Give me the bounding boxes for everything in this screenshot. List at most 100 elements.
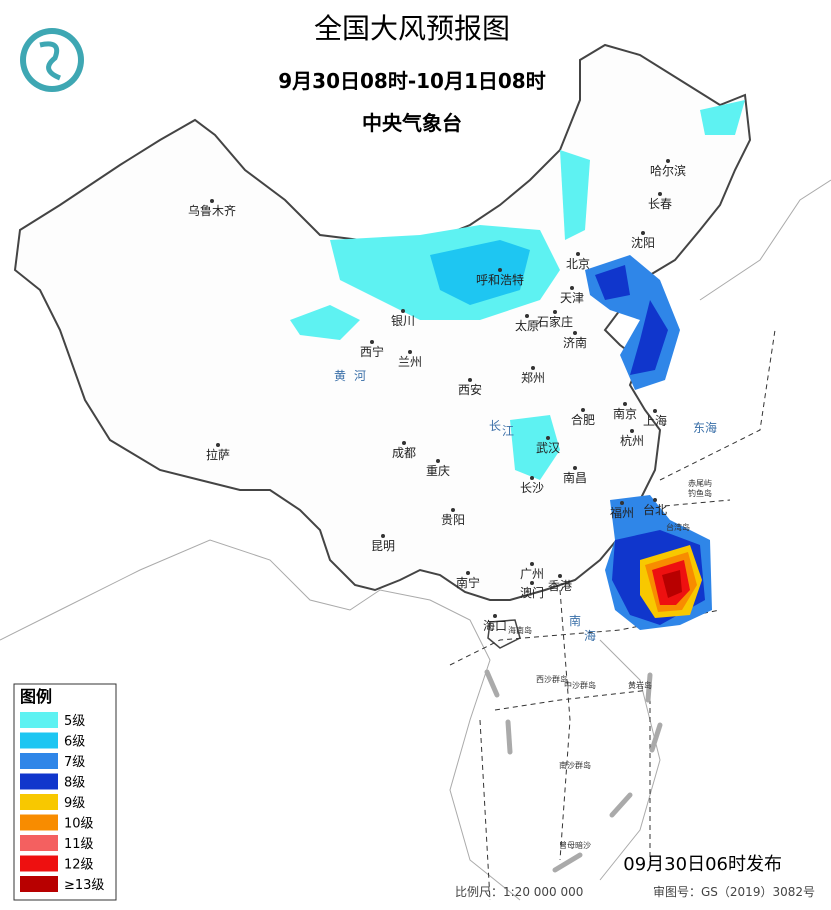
- city-dot: [573, 466, 577, 470]
- city-label: 南宁: [456, 575, 480, 590]
- city-label: 拉萨: [206, 447, 230, 462]
- place-label: 南: [569, 613, 581, 628]
- logo: [20, 28, 84, 92]
- city-dot: [530, 581, 534, 585]
- legend-label: 7级: [64, 755, 85, 770]
- city-dot: [546, 436, 550, 440]
- legend-label: ≥13级: [64, 878, 104, 893]
- legend-label: 12级: [64, 858, 94, 873]
- city-dot: [210, 199, 214, 203]
- city-label: 西安: [458, 382, 482, 397]
- city-dot: [436, 459, 440, 463]
- city-dot: [573, 331, 577, 335]
- place-label: 中沙群岛: [564, 680, 596, 690]
- place-label: 西沙群岛: [536, 674, 568, 684]
- city-label: 银川: [391, 314, 415, 328]
- city-dot: [525, 314, 529, 318]
- legend-swatch: [20, 855, 58, 872]
- scale: 比例尺：1:20 000 000: [455, 885, 583, 899]
- legend-label: 5级: [64, 714, 85, 729]
- legend-label: 6级: [64, 735, 85, 750]
- approval: 审图号：GS（2019）3082号: [653, 884, 815, 899]
- city-label: 广州: [520, 567, 544, 581]
- city-dot: [623, 402, 627, 406]
- city-label: 乌鲁木齐: [188, 203, 236, 218]
- place-label: 黄: [334, 369, 346, 383]
- issuer: 中央气象台: [362, 111, 462, 135]
- city-dot: [451, 508, 455, 512]
- wind-8: [630, 300, 668, 375]
- city-label: 哈尔滨: [650, 163, 686, 178]
- city-dot: [553, 310, 557, 314]
- city-label: 昆明: [371, 539, 395, 553]
- city-dot: [466, 571, 470, 575]
- legend-label: 8级: [64, 776, 85, 791]
- city-dot: [641, 231, 645, 235]
- legend-swatch: [20, 794, 58, 810]
- place-label: 江: [502, 424, 514, 438]
- legend-swatch: [20, 835, 58, 851]
- wind-5: [290, 305, 360, 340]
- city-label: 海口: [483, 618, 507, 633]
- city-dot: [630, 429, 634, 433]
- place-label: 南沙群岛: [559, 760, 591, 770]
- place-label: 黄岩岛: [628, 680, 652, 690]
- city-label: 长沙: [520, 481, 544, 495]
- city-label: 南京: [613, 406, 637, 421]
- place-label: 台湾岛: [666, 522, 690, 532]
- place-label: 长: [489, 419, 501, 433]
- wind-5: [700, 100, 745, 135]
- city-label: 济南: [563, 335, 587, 350]
- wind-13: [662, 570, 682, 598]
- city-dot: [381, 534, 385, 538]
- city-dot: [653, 498, 657, 502]
- legend-label: 11级: [64, 837, 94, 852]
- period: 9月30日08时-10月1日08时: [278, 69, 545, 93]
- city-label: 西宁: [360, 344, 384, 359]
- city-label: 兰州: [398, 355, 422, 369]
- place-label: 东海: [693, 420, 717, 435]
- city-dot: [530, 562, 534, 566]
- city-label: 郑州: [521, 370, 545, 385]
- city-dot: [570, 286, 574, 290]
- city-label: 长春: [648, 197, 672, 211]
- nine-dash: [484, 669, 663, 873]
- wind-6: [430, 240, 530, 305]
- city-dot: [216, 443, 220, 447]
- title: 全国大风预报图: [314, 12, 510, 45]
- wind-5: [510, 415, 560, 480]
- city-label: 武汉: [536, 441, 560, 455]
- legend-swatch: [20, 773, 58, 790]
- city-label: 台北: [643, 502, 667, 517]
- place-label: 海南岛: [508, 625, 532, 635]
- city-label: 石家庄: [537, 314, 573, 329]
- legend-label: 9级: [64, 796, 85, 811]
- wind-8: [595, 265, 630, 300]
- city-dot: [498, 268, 502, 272]
- city-label: 天津: [560, 291, 584, 305]
- place-label: 海: [584, 628, 596, 643]
- places: 东海南海 赤尾屿钓鱼岛台湾岛海南岛西沙群岛中沙群岛 黄岩岛南沙群岛曾母暗沙 长 江 黄河: [334, 369, 717, 850]
- legend-items: 5级 6级 7级 8级 9级 10级 11级 12级 ≥13级: [20, 712, 104, 893]
- city-label: 重庆: [426, 464, 450, 478]
- basemap: [0, 179, 831, 901]
- legend-label: 10级: [64, 817, 94, 832]
- city-dot: [530, 476, 534, 480]
- city-dot: [531, 366, 535, 370]
- city-dot: [658, 192, 662, 196]
- wind-areas: [290, 100, 745, 630]
- city-dot: [408, 350, 412, 354]
- place-label: 钓鱼岛: [688, 488, 712, 498]
- hainan: [487, 619, 521, 649]
- city-label: 太原: [515, 318, 539, 333]
- legend-swatch: [20, 753, 58, 769]
- city-label: 合肥: [571, 412, 595, 427]
- city-dot: [666, 159, 670, 163]
- city-dot: [401, 309, 405, 313]
- city-dot: [370, 340, 374, 344]
- issued-time: 09月30日06时发布: [623, 854, 782, 875]
- city-dot: [402, 441, 406, 445]
- city-label: 香港: [548, 579, 572, 593]
- legend-title: 图例: [20, 687, 52, 706]
